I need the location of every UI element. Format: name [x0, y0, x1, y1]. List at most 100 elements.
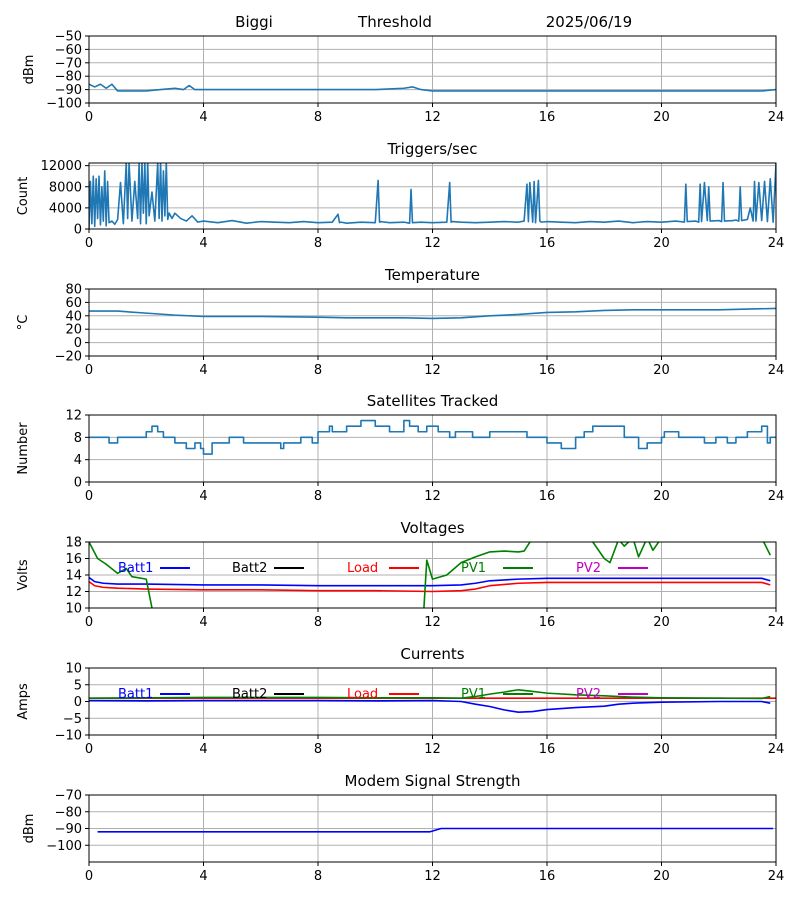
x-tick-label: 16 — [539, 489, 556, 504]
legend-label-load: Load — [347, 561, 378, 576]
y-tick-label: 8 — [74, 431, 82, 446]
x-tick-label: 0 — [85, 615, 93, 630]
panel-title: Triggers/sec — [387, 140, 478, 158]
y-tick-label: 4000 — [49, 201, 82, 216]
y-tick-label: 12 — [65, 585, 82, 600]
x-tick-label: 8 — [314, 363, 322, 378]
legend: Batt1 Batt2 Load PV1 PV2 — [118, 561, 648, 576]
y-tick-label: −70 — [55, 56, 82, 71]
series-line-main — [97, 827, 774, 833]
panel-threshold: 0 4 8 12 16 20 24 −100−90−80−70−60−50 dBm — [22, 30, 784, 126]
panel-title: Temperature — [384, 266, 480, 284]
x-tick-label: 8 — [314, 615, 322, 630]
x-tick-label: 16 — [539, 236, 556, 251]
y-axis-label: Amps — [16, 683, 31, 720]
legend-label-pv2: PV2 — [576, 561, 601, 576]
series-line-main — [89, 419, 776, 455]
x-tick-label: 4 — [199, 363, 207, 378]
y-tick-label: −100 — [46, 839, 82, 854]
x-tick-label: 20 — [653, 615, 670, 630]
x-tick-label: 20 — [653, 489, 670, 504]
x-tick-label: 4 — [199, 742, 207, 757]
series-line-pv1 — [89, 688, 771, 700]
x-tick-label: 20 — [653, 363, 670, 378]
y-tick-label: −20 — [55, 350, 82, 365]
x-tick-label: 16 — [539, 615, 556, 630]
y-tick-label: 12 — [65, 409, 82, 424]
x-tick-label: 8 — [314, 110, 322, 125]
y-tick-label: −90 — [55, 822, 82, 837]
series-line-main — [89, 163, 776, 229]
y-tick-label: −80 — [55, 70, 82, 85]
y-tick-label: 10 — [65, 602, 82, 617]
y-tick-label: 5 — [74, 678, 82, 693]
figure-header: Biggi Threshold 2025/06/19 — [235, 13, 632, 31]
x-tick-label: 24 — [768, 236, 785, 251]
x-tick-label: 12 — [424, 489, 441, 504]
y-axis-label: Number — [16, 422, 31, 475]
x-tick-label: 8 — [314, 236, 322, 251]
series-line-main — [89, 307, 776, 320]
y-tick-label: −80 — [55, 805, 82, 820]
x-tick-label: 16 — [539, 742, 556, 757]
y-axis-label: °C — [16, 315, 31, 331]
series-line-main — [89, 83, 776, 92]
x-tick-label: 20 — [653, 742, 670, 757]
x-tick-label: 4 — [199, 236, 207, 251]
x-tick-label: 0 — [85, 489, 93, 504]
y-tick-label: −70 — [55, 789, 82, 804]
y-tick-label: 14 — [65, 569, 82, 584]
series-line-batt1 — [89, 699, 771, 714]
x-tick-label: 0 — [85, 110, 93, 125]
y-tick-label: 0 — [74, 336, 82, 351]
x-tick-label: 0 — [85, 869, 93, 884]
x-tick-label: 8 — [314, 869, 322, 884]
y-axis-label: dBm — [22, 55, 37, 85]
x-tick-label: 24 — [768, 489, 785, 504]
x-tick-label: 24 — [768, 615, 785, 630]
panel-title: Voltages — [400, 519, 464, 537]
x-tick-label: 0 — [85, 363, 93, 378]
y-tick-label: −60 — [55, 43, 82, 58]
x-tick-label: 16 — [539, 363, 556, 378]
legend-label-load: Load — [347, 687, 378, 702]
series-group — [89, 307, 776, 320]
header-date: 2025/06/19 — [546, 13, 632, 31]
legend-label-batt2: Batt2 — [232, 687, 267, 702]
header-station: Biggi — [235, 13, 273, 31]
x-tick-label: 0 — [85, 236, 93, 251]
y-tick-label: −100 — [46, 97, 82, 112]
x-tick-label: 24 — [768, 110, 785, 125]
series-line-load — [89, 580, 771, 593]
series-group — [89, 688, 776, 714]
series-line-batt1 — [89, 576, 771, 587]
x-tick-label: 20 — [653, 869, 670, 884]
y-tick-label: −10 — [55, 729, 82, 744]
y-axis-label: dBm — [22, 814, 37, 844]
legend: Batt1 Batt2 Load PV1 PV2 — [118, 687, 648, 702]
y-tick-label: 18 — [65, 536, 82, 551]
series-group — [89, 542, 771, 608]
series-group — [97, 827, 774, 833]
legend-label-pv2: PV2 — [576, 687, 601, 702]
x-tick-label: 4 — [199, 110, 207, 125]
legend-label-pv1: PV1 — [461, 561, 486, 576]
x-tick-label: 20 — [653, 110, 670, 125]
series-line-pv1 — [89, 542, 771, 608]
series-group — [89, 419, 776, 455]
x-tick-label: 12 — [424, 236, 441, 251]
y-axis-label: Volts — [16, 559, 31, 591]
y-tick-label: 0 — [74, 476, 82, 491]
y-tick-label: 80 — [65, 283, 82, 298]
header-mode: Threshold — [357, 13, 432, 31]
y-tick-label: 0 — [74, 223, 82, 238]
x-tick-label: 4 — [199, 489, 207, 504]
y-tick-label: −90 — [55, 83, 82, 98]
legend-label-batt2: Batt2 — [232, 561, 267, 576]
x-tick-label: 0 — [85, 742, 93, 757]
legend-label-batt1: Batt1 — [118, 687, 153, 702]
